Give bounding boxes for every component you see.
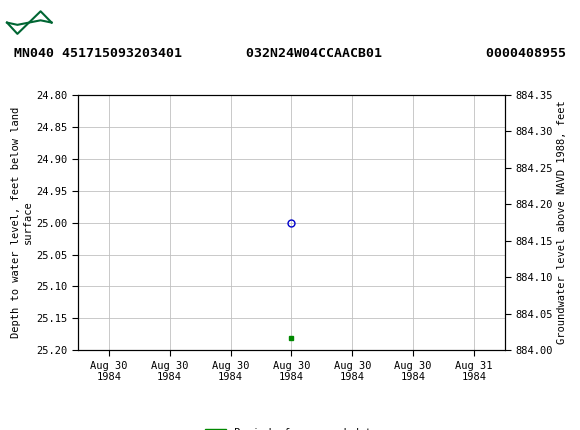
Bar xyxy=(5,3,54,42)
Text: USGS: USGS xyxy=(58,11,130,34)
Y-axis label: Depth to water level, feet below land
surface: Depth to water level, feet below land su… xyxy=(11,107,32,338)
Y-axis label: Groundwater level above NAVD 1988, feet: Groundwater level above NAVD 1988, feet xyxy=(557,101,567,344)
Legend: Period of approved data: Period of approved data xyxy=(201,424,382,430)
Text: MN040 451715093203401        032N24W04CCAACB01             0000408955: MN040 451715093203401 032N24W04CCAACB01 … xyxy=(14,47,566,60)
